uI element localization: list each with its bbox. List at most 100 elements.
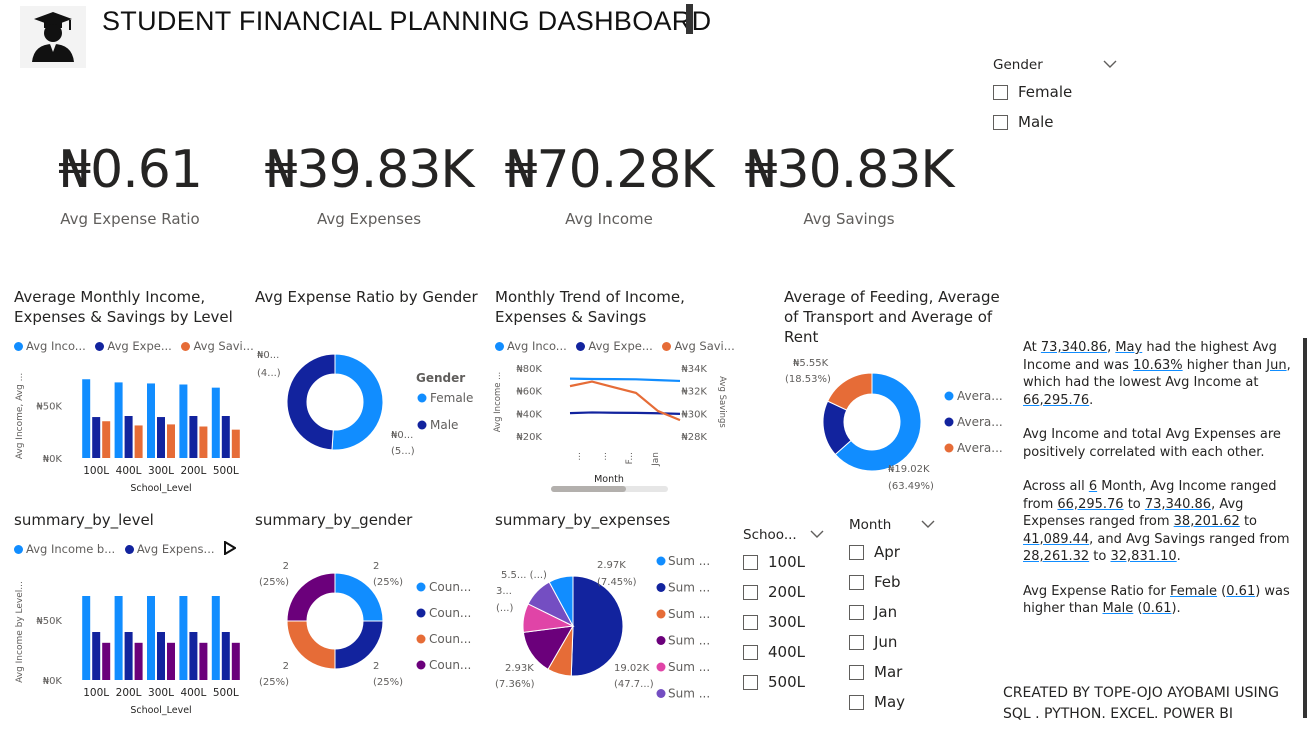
data-label: 2	[283, 661, 289, 672]
legend-marker	[656, 689, 666, 698]
narrative-value: Male	[1102, 601, 1134, 616]
school-option[interactable]: 300L	[743, 607, 828, 637]
data-label: ₦19.02K	[888, 464, 930, 475]
x-tick: ...	[573, 452, 583, 461]
narrative-text: to	[1239, 514, 1258, 529]
legend-marker	[416, 634, 426, 644]
checkbox[interactable]	[849, 695, 864, 710]
summary-level-bar-chart: Avg Income by Level... ₦50K ₦0K 100L 200L 300…	[15, 581, 240, 716]
x-tick: 300L	[148, 465, 174, 477]
narrative-value: 73,340.86	[1040, 340, 1108, 355]
trend-chart-legend: Avg Inco... Avg Expe... Avg Savi...	[495, 339, 735, 353]
bar	[147, 383, 155, 458]
gender-slicer: Gender Female Male	[993, 57, 1123, 137]
y-tick: ₦80K	[516, 364, 542, 375]
legend-label: Avera...	[957, 389, 1003, 403]
chevron-down-icon[interactable]	[921, 519, 935, 529]
school-option[interactable]: 400L	[743, 637, 828, 667]
narrative-value: Female	[1170, 583, 1218, 599]
narrative-value: 38,201.62	[1173, 514, 1240, 529]
month-option[interactable]: Feb	[849, 567, 939, 597]
narrative-text: .	[1089, 392, 1094, 408]
trend-scrollbar[interactable]	[551, 486, 668, 492]
chevron-down-icon[interactable]	[1103, 59, 1117, 69]
bar	[231, 429, 240, 458]
narrative-scrollbar[interactable]	[1303, 338, 1307, 718]
narrative-text: ) was higher than	[1023, 583, 1290, 617]
month-option[interactable]: Mar	[849, 657, 939, 687]
school-slicer: Schoo... 100L 200L 300L 400L 500L	[743, 527, 828, 697]
checkbox[interactable]	[849, 665, 864, 680]
gender-option-female[interactable]: Female	[993, 77, 1123, 107]
bar	[92, 417, 101, 458]
checkbox[interactable]	[993, 115, 1008, 130]
school-option[interactable]: 200L	[743, 577, 828, 607]
checkbox[interactable]	[743, 675, 758, 690]
x-tick: F...	[625, 452, 635, 464]
y-tick: ₦0K	[43, 454, 63, 465]
narrative-text: , Avg Expenses ranged from	[1023, 496, 1244, 530]
level-chart-legend: Avg Inco... Avg Expe... Avg Savi...	[14, 339, 254, 353]
legend-label: Coun...	[429, 606, 471, 620]
x-axis-label: School_Level	[130, 483, 191, 494]
checkbox[interactable]	[849, 545, 864, 560]
data-label: (25%)	[373, 577, 403, 588]
data-label: (5...)	[391, 446, 415, 457]
x-tick: 200L	[180, 465, 206, 477]
checkbox[interactable]	[743, 585, 758, 600]
legend-label: Sum ...	[668, 687, 710, 701]
bar	[179, 384, 188, 458]
scrollbar-thumb[interactable]	[551, 486, 626, 492]
trend-chart-title: Monthly Trend of Income, Expenses & Savi…	[495, 288, 685, 326]
y2-tick: ₦34K	[681, 364, 707, 375]
level-bar-chart: Avg Income, Avg ... ₦50K ₦0K 100L 400L 300L 20…	[15, 373, 240, 494]
legend-marker	[656, 556, 666, 566]
narrative-value: 66,295.76	[1057, 496, 1124, 512]
legend-marker	[417, 393, 427, 403]
month-option[interactable]: May	[849, 687, 939, 717]
school-option[interactable]: 500L	[743, 667, 828, 697]
summary-expenses-title: summary_by_expenses	[495, 511, 671, 529]
bar	[114, 596, 123, 680]
narrative-value: 41,089.44	[1023, 531, 1090, 547]
y-tick: ₦50K	[36, 402, 62, 413]
legend-title: Gender	[416, 371, 465, 385]
bar	[157, 632, 165, 680]
school-option[interactable]: 100L	[743, 547, 828, 577]
checkbox[interactable]	[849, 575, 864, 590]
play-icon[interactable]	[224, 541, 236, 555]
narrative-text: had the highest Avg Income and was	[1023, 340, 1277, 373]
narrative-text: (	[1133, 601, 1143, 616]
narrative-text: Month, Avg Income ranged from	[1023, 479, 1277, 512]
narrative-text: (	[1217, 583, 1227, 599]
month-option[interactable]: Apr	[849, 537, 939, 567]
narrative-text: to	[1123, 496, 1145, 512]
slice	[286, 572, 336, 622]
gender-option-male[interactable]: Male	[993, 107, 1123, 137]
checkbox[interactable]	[849, 635, 864, 650]
narrative-value: 0.61	[1142, 601, 1172, 616]
chevron-down-icon[interactable]	[810, 529, 824, 539]
page-title: STUDENT FINANCIAL PLANNING DASHBOARD	[102, 6, 712, 36]
narrative-value: 66,295.76	[1023, 392, 1090, 408]
y2-axis-label: Avg Savings	[717, 376, 727, 428]
checkbox[interactable]	[743, 615, 758, 630]
checkbox[interactable]	[849, 605, 864, 620]
month-option[interactable]: Jan	[849, 597, 939, 627]
x-tick: 300L	[148, 687, 174, 699]
narrative-value: Jun	[1266, 357, 1287, 373]
checkbox[interactable]	[743, 555, 758, 570]
checkbox[interactable]	[743, 645, 758, 660]
legend-marker	[656, 662, 666, 672]
data-label: (25%)	[259, 677, 289, 688]
legend-label: Coun...	[429, 580, 471, 594]
data-label: (4...)	[257, 368, 281, 379]
data-label: 2.97K	[597, 560, 626, 571]
bar	[179, 596, 188, 680]
y2-tick: ₦30K	[681, 409, 707, 420]
month-option[interactable]: Jun	[849, 627, 939, 657]
data-label: ₦0...	[257, 350, 279, 361]
checkbox[interactable]	[993, 85, 1008, 100]
data-label: (47.7...)	[614, 679, 654, 690]
bar	[102, 421, 111, 458]
